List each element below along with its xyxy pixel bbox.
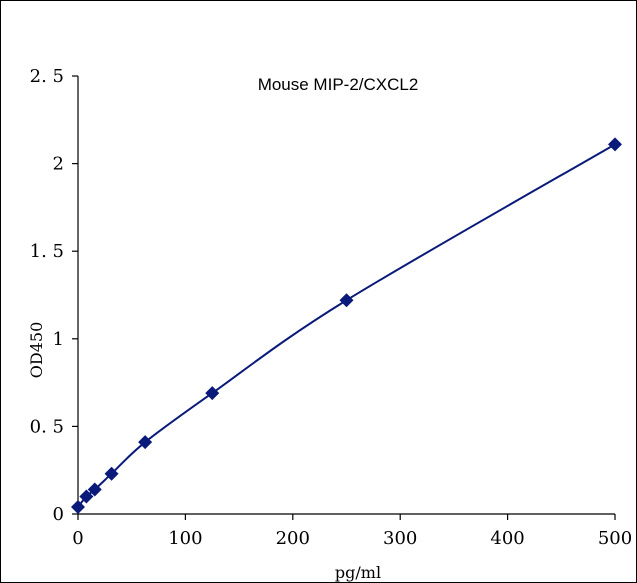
x-axis-ticks: 0 100 200 300 400 500 [72, 514, 632, 549]
x-tick-label: 500 [598, 528, 632, 549]
x-tick-label: 300 [383, 528, 417, 549]
y-tick-label: 0 [53, 504, 64, 525]
data-markers [71, 137, 622, 514]
y-tick-label: 2. 5 [30, 66, 64, 87]
y-tick-label: 2 [53, 154, 64, 175]
y-tick-label: 1 [53, 329, 64, 350]
x-tick-label: 100 [168, 528, 202, 549]
x-tick-label: 200 [276, 528, 310, 549]
x-tick-label: 400 [490, 528, 524, 549]
data-point-marker [79, 489, 94, 504]
data-point-marker [104, 466, 119, 481]
data-point-marker [608, 137, 622, 152]
data-point-marker [87, 482, 102, 497]
x-axis-title: pg/ml [335, 563, 381, 582]
y-tick-label: 1. 5 [30, 241, 64, 262]
y-axis-title: OD450 [27, 322, 46, 378]
y-tick-label: 0. 5 [30, 416, 64, 437]
chart-title: Mouse MIP-2/CXCL2 [258, 75, 419, 94]
data-point-marker [71, 499, 85, 514]
data-point-marker [138, 435, 153, 450]
data-point-marker [339, 293, 354, 308]
x-tick-label: 0 [72, 528, 83, 549]
data-point-marker [205, 386, 220, 401]
y-axis-ticks: 0 0. 5 1 1. 5 2 2. 5 [30, 66, 78, 525]
